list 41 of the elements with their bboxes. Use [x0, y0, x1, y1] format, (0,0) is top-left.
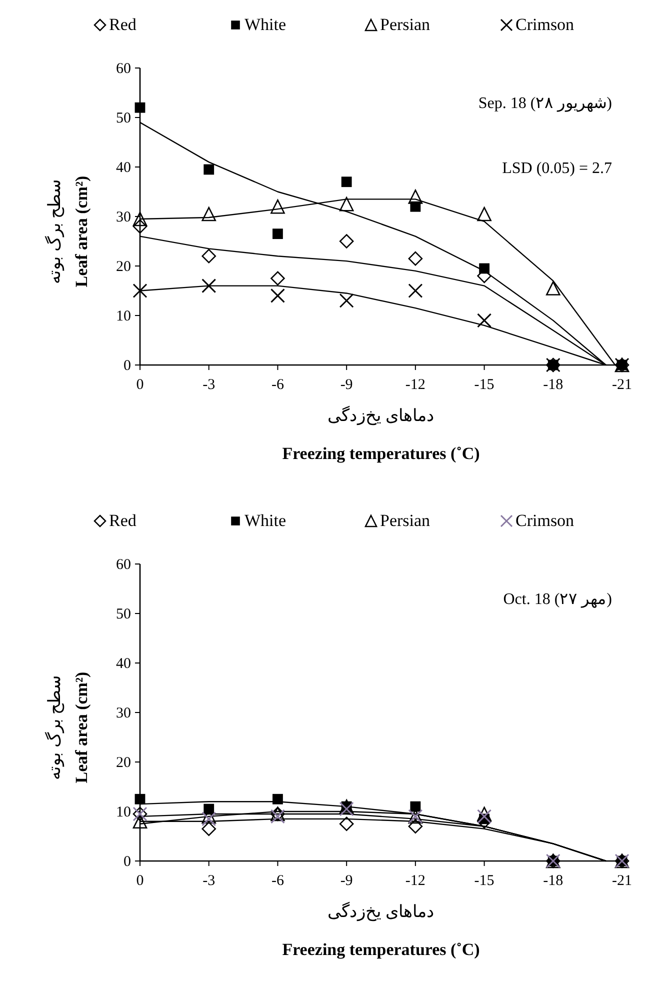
y-tick-label: 40 [116, 656, 131, 672]
y-tick-label: 20 [116, 755, 131, 771]
legend-label: Red [109, 511, 137, 530]
y-tick-label: 40 [116, 160, 131, 176]
legend-label: Persian [380, 15, 431, 34]
legend-label: White [244, 15, 286, 34]
x-tick-label: -3 [202, 377, 216, 393]
y-tick-label: 50 [116, 110, 131, 126]
legend-label: Persian [380, 511, 431, 530]
x-tick-label: -6 [271, 873, 284, 889]
x-tick-label: -9 [340, 377, 353, 393]
annotation: Sep. 18 (۲۸ شهریور) [478, 95, 612, 112]
annotation: LSD (0.05) = 2.7 [502, 160, 612, 177]
y-tick-label: 20 [116, 259, 131, 275]
x-tick-label: -15 [474, 377, 494, 393]
y-tick-label: 30 [116, 210, 131, 226]
x-tick-label: -12 [405, 377, 426, 393]
x-tick-label: -6 [271, 377, 284, 393]
legend-label: Crimson [516, 511, 575, 530]
x-tick-label: -12 [405, 873, 426, 889]
x-tick-label: -21 [612, 377, 632, 393]
y-tick-label: 60 [116, 61, 131, 77]
legend-label: Crimson [516, 15, 575, 34]
x-tick-label: -9 [340, 873, 353, 889]
y-tick-label: 50 [116, 606, 131, 622]
x-tick-label: 0 [136, 873, 144, 889]
y-tick-label: 0 [124, 854, 131, 870]
y-tick-label: 30 [116, 706, 131, 722]
y-tick-label: 10 [116, 308, 131, 324]
x-tick-label: -3 [202, 873, 216, 889]
legend-label: White [244, 511, 286, 530]
x-tick-label: 0 [136, 377, 144, 393]
x-tick-label: -21 [612, 873, 632, 889]
y-tick-label: 0 [124, 358, 131, 374]
annotation: Oct. 18 (۲۷ مهر) [503, 591, 612, 608]
x-tick-label: -15 [474, 873, 494, 889]
y-tick-label: 10 [116, 804, 131, 820]
y-tick-label: 60 [116, 557, 131, 573]
x-tick-label: -18 [543, 377, 564, 393]
x-tick-label: -18 [543, 873, 564, 889]
legend-label: Red [109, 15, 137, 34]
